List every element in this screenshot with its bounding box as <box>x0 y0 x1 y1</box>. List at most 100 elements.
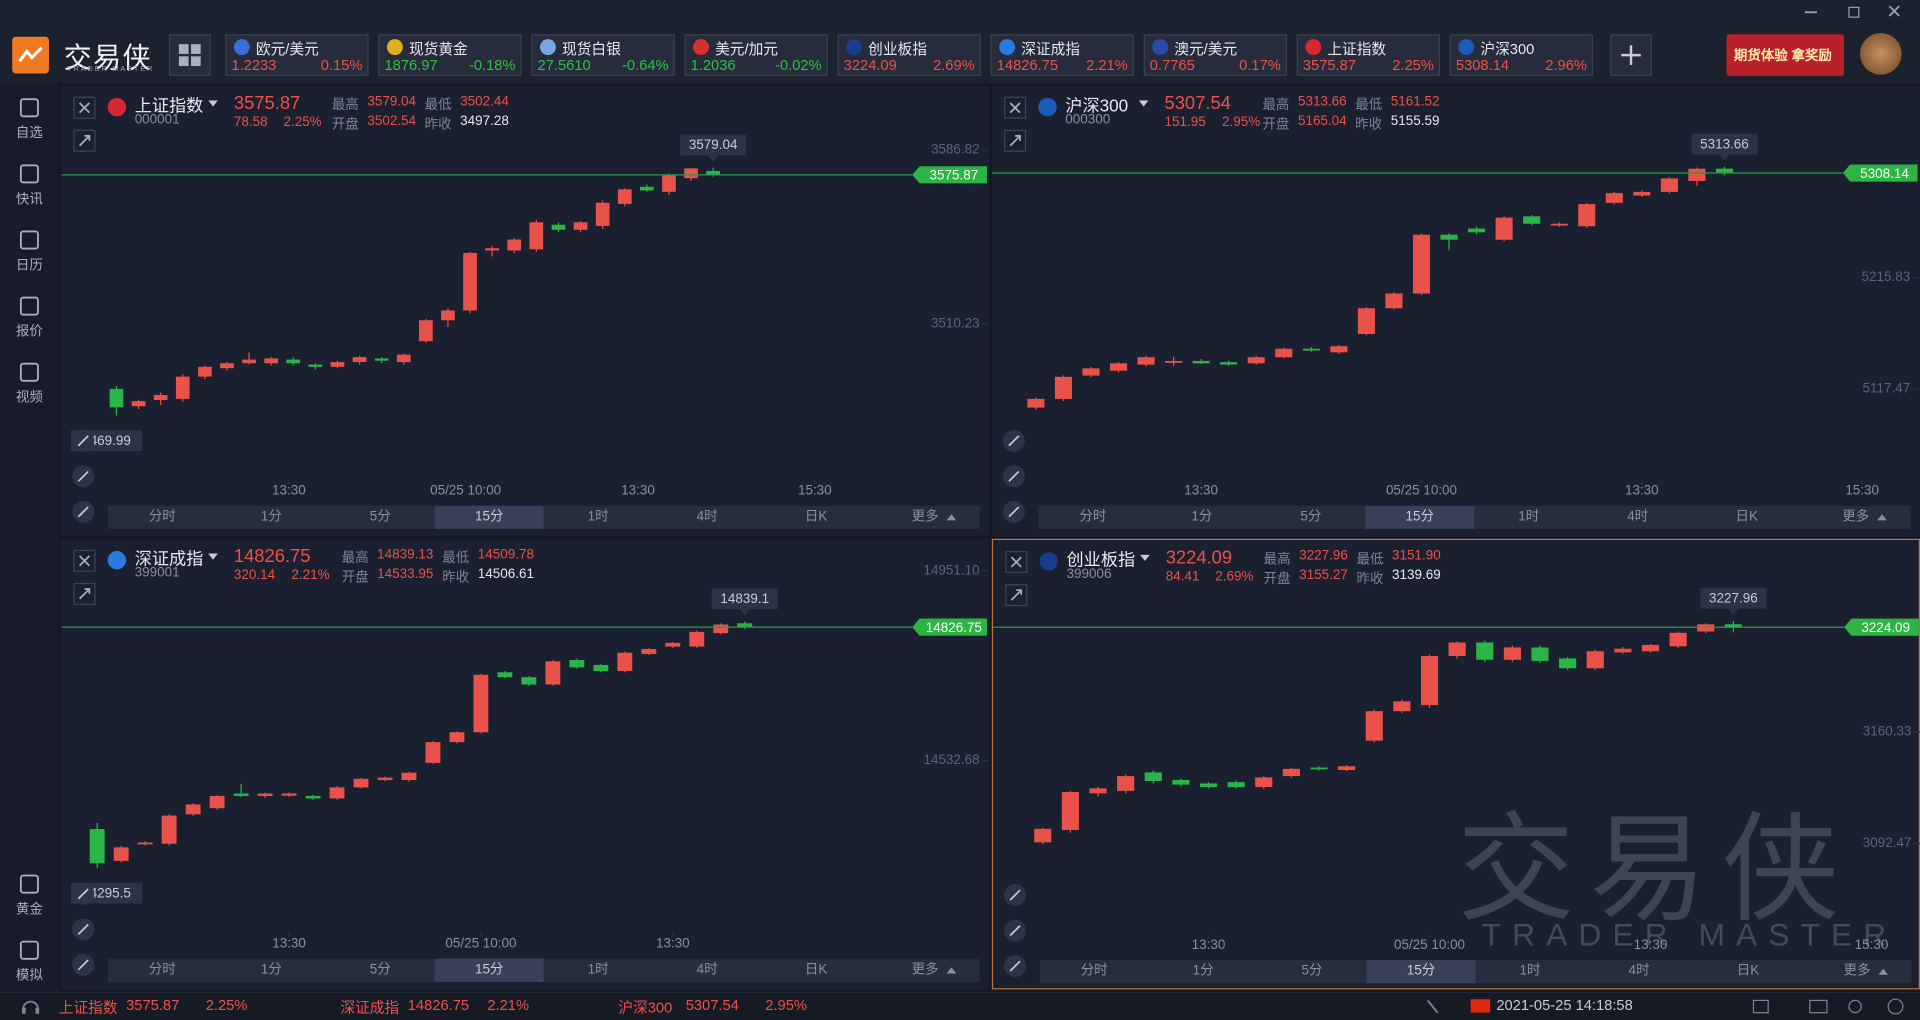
sidebar-label[interactable]: 日历 <box>15 258 43 274</box>
ticker-price: 0.7765 <box>1149 56 1195 74</box>
tool-button[interactable] <box>72 882 95 905</box>
sidebar-icon[interactable] <box>19 164 40 184</box>
close-button[interactable] <box>73 549 96 572</box>
tool-button[interactable] <box>1004 919 1027 942</box>
tool-button[interactable] <box>72 918 95 941</box>
timeframe-button[interactable]: 更多 <box>911 962 939 978</box>
timeframe-button[interactable]: 更多 <box>1842 509 1870 525</box>
timeframe-button[interactable]: 4时 <box>1628 963 1650 979</box>
timeframe-button[interactable]: 日K <box>804 962 828 978</box>
tool-button[interactable] <box>1002 500 1025 523</box>
timeframe-button[interactable]: 4时 <box>696 509 718 525</box>
timeframe-button[interactable]: 15分 <box>434 958 544 983</box>
sidebar-label[interactable]: 黄金 <box>15 902 43 918</box>
ticker-card[interactable]: 欧元/美元 1.2233 0.15% <box>225 34 369 76</box>
sidebar-icon[interactable] <box>19 230 40 250</box>
timeframe-button[interactable]: 日K <box>1736 963 1760 979</box>
timeframe-button[interactable]: 15分 <box>434 505 544 529</box>
symbol-dropdown[interactable] <box>208 100 218 107</box>
sidebar-icon[interactable] <box>19 940 40 960</box>
sidebar-icon[interactable] <box>19 296 40 316</box>
sidebar-icon[interactable] <box>19 874 40 894</box>
timeframe-button[interactable]: 1时 <box>1519 963 1541 979</box>
close-button[interactable] <box>1005 551 1028 574</box>
expand-button[interactable] <box>73 582 96 605</box>
ticker-card[interactable]: 沪深300 5308.14 2.96% <box>1449 34 1594 76</box>
close-button[interactable] <box>1004 96 1027 119</box>
symbol-name[interactable]: 上证指数 <box>134 95 204 116</box>
promo-banner[interactable] <box>1726 34 1845 76</box>
timeframe-button[interactable]: 1分 <box>260 962 282 978</box>
chart-panel[interactable]: 14951.10 14532.68 13:30 05/25 10:00 13:30 148… <box>61 538 990 990</box>
sidebar-label[interactable]: 报价 <box>15 324 43 340</box>
timeframe-button[interactable]: 日K <box>804 509 828 525</box>
timeframe-button[interactable]: 分时 <box>1079 509 1107 525</box>
status-name[interactable]: 深证成指 <box>340 999 400 1017</box>
ticker-card[interactable]: 现货白银 27.5610 -0.64% <box>531 34 675 76</box>
tool-button[interactable] <box>72 429 95 452</box>
timeframe-button[interactable]: 15分 <box>1365 505 1475 529</box>
chart-panel[interactable]: 3586.82 3510.23 13:30 05/25 10:00 13:30 15:30… <box>61 85 990 537</box>
tool-button[interactable] <box>1002 429 1025 452</box>
ticker-card[interactable]: 澳元/美元 0.7765 0.17% <box>1143 34 1287 76</box>
timeframe-button[interactable]: 1时 <box>1518 509 1540 525</box>
sidebar-label[interactable]: 自选 <box>15 126 43 141</box>
symbol-icon <box>1039 552 1058 571</box>
tool-button[interactable] <box>1004 884 1027 907</box>
sidebar-icon[interactable] <box>19 362 40 382</box>
x-tick-label: 13:30 <box>1192 937 1226 952</box>
timeframe-button[interactable]: 日K <box>1735 509 1758 525</box>
timeframe-button[interactable]: 15分 <box>1366 960 1476 984</box>
avatar[interactable] <box>1860 33 1902 75</box>
symbol-dropdown[interactable] <box>1138 100 1149 107</box>
tool-button[interactable] <box>72 953 95 976</box>
layout-button[interactable] <box>168 34 211 76</box>
status-name[interactable]: 上证指数 <box>58 999 118 1017</box>
timeframe-button[interactable]: 分时 <box>148 509 176 525</box>
timeframe-button[interactable]: 5分 <box>1300 509 1322 525</box>
timeframe-button[interactable]: 分时 <box>1080 963 1108 979</box>
sidebar-icon[interactable] <box>19 98 40 118</box>
ticker-name: 澳元/美元 <box>1174 40 1238 58</box>
symbol-name[interactable]: 创业板指 <box>1066 549 1136 570</box>
timeframe-button[interactable]: 1分 <box>260 509 282 525</box>
sidebar-label[interactable]: 模拟 <box>15 968 43 984</box>
symbol-name[interactable]: 深证成指 <box>134 548 204 569</box>
ticker-card[interactable]: 现货黄金 1876.97 -0.18% <box>378 34 522 76</box>
timeframe-button[interactable]: 5分 <box>1301 963 1323 979</box>
timeframe-button[interactable]: 分时 <box>148 962 176 978</box>
symbol-name[interactable]: 沪深300 <box>1065 95 1129 116</box>
timeframe-button[interactable]: 1时 <box>587 509 609 525</box>
symbol-change: 78.58 <box>233 115 268 130</box>
ticker-card[interactable]: 深证成指 14826.75 2.21% <box>990 34 1134 76</box>
timeframe-button[interactable]: 1时 <box>587 962 609 978</box>
tool-button[interactable] <box>72 500 95 523</box>
timeframe-button[interactable]: 4时 <box>696 962 718 978</box>
sidebar-label[interactable]: 视频 <box>15 390 43 406</box>
timeframe-button[interactable]: 5分 <box>369 962 391 978</box>
expand-button[interactable] <box>1004 129 1027 152</box>
expand-button[interactable] <box>73 129 96 152</box>
close-button[interactable] <box>73 96 96 119</box>
tool-button[interactable] <box>1002 465 1025 488</box>
symbol-dropdown[interactable] <box>208 553 218 560</box>
chart-panel[interactable]: 3160.33 3092.47 13:30 05/25 10:00 13:30 15:30… <box>991 538 1920 990</box>
symbol-dropdown[interactable] <box>1140 554 1150 562</box>
restore[interactable] <box>1848 6 1860 18</box>
ticker-card[interactable]: 上证指数 3575.87 2.25% <box>1296 34 1441 76</box>
ticker-card[interactable]: 美元/加元 1.2036 -0.02% <box>684 34 828 76</box>
timeframe-button[interactable]: 更多 <box>1843 963 1871 979</box>
sidebar-label[interactable]: 快讯 <box>15 192 43 207</box>
chart-panel[interactable]: 5215.83 5117.47 13:30 05/25 10:00 13:30 15:30… <box>991 85 1920 537</box>
timeframe-button[interactable]: 5分 <box>369 509 391 525</box>
close[interactable] <box>1888 5 1900 17</box>
ticker-card[interactable]: 创业板指 3224.09 2.69% <box>837 34 981 76</box>
status-name[interactable]: 沪深300 <box>618 999 673 1017</box>
timeframe-button[interactable]: 4时 <box>1627 509 1649 525</box>
timeframe-button[interactable]: 1分 <box>1192 963 1214 979</box>
tool-button[interactable] <box>1004 955 1027 978</box>
tool-button[interactable] <box>72 465 95 488</box>
timeframe-button[interactable]: 更多 <box>911 509 939 525</box>
timeframe-button[interactable]: 1分 <box>1191 509 1213 525</box>
expand-button[interactable] <box>1005 584 1028 607</box>
